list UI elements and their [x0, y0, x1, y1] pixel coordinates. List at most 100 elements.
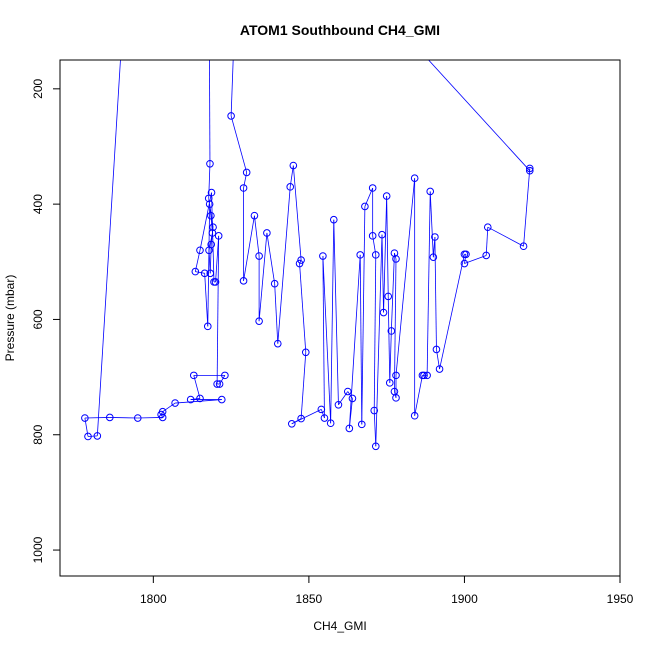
data-point: [423, 371, 431, 380]
series-segment: [426, 191, 431, 376]
series-segment: [243, 215, 255, 281]
series-segment: [394, 258, 397, 392]
x-tick-label: 1950: [607, 592, 634, 606]
y-tick-label: 600: [31, 309, 45, 329]
data-point: [289, 161, 298, 170]
data-point: [270, 279, 279, 288]
series-segment: [487, 226, 524, 247]
data-point: [368, 184, 377, 192]
series-segment: [230, 115, 248, 173]
data-point: [221, 371, 229, 380]
series-points: [81, 112, 534, 451]
data-point: [84, 432, 92, 441]
data-point: [255, 252, 263, 260]
data-point: [287, 419, 296, 428]
data-point: [301, 348, 310, 357]
data-point: [207, 240, 215, 249]
series-segment: [87, 435, 98, 437]
data-point: [319, 252, 327, 260]
series-segment: [211, 192, 215, 282]
data-point: [410, 174, 419, 182]
data-point: [420, 371, 428, 380]
data-point: [227, 112, 235, 120]
data-point: [206, 159, 214, 168]
data-point: [297, 414, 305, 423]
data-point: [105, 413, 114, 422]
series-segment: [109, 417, 138, 419]
data-point: [93, 432, 102, 440]
data-point: [371, 442, 380, 451]
series-segment: [230, 60, 234, 116]
data-point: [208, 229, 217, 237]
x-tick-label: 1850: [296, 592, 323, 606]
data-point: [385, 379, 394, 387]
series-segment: [322, 256, 325, 419]
data-point: [326, 419, 335, 428]
data-point: [379, 308, 388, 317]
series-segment: [381, 234, 384, 313]
series-segment: [373, 410, 377, 447]
series-segment: [434, 236, 437, 350]
series-segment: [386, 196, 389, 297]
data-point: [370, 406, 379, 415]
data-point: [410, 411, 419, 420]
series-segment: [359, 254, 363, 425]
data-point: [209, 223, 217, 231]
series-segment: [373, 254, 377, 411]
series-segment: [333, 219, 339, 405]
series-segment: [389, 330, 392, 383]
data-point: [186, 395, 195, 404]
series-segment: [277, 186, 291, 344]
series-segment: [361, 206, 366, 425]
data-point: [242, 168, 251, 177]
series-segment: [322, 256, 332, 424]
data-point: [320, 414, 329, 422]
data-point: [378, 230, 386, 239]
data-point: [250, 211, 259, 220]
data-point: [382, 192, 391, 200]
data-point: [356, 251, 365, 259]
series-segment: [243, 172, 248, 189]
data-point: [426, 187, 435, 196]
data-point: [432, 345, 441, 354]
series-segment: [387, 296, 391, 383]
series-segment: [258, 232, 268, 322]
series-segment: [195, 271, 205, 274]
data-point: [384, 292, 393, 301]
series-segment: [96, 60, 121, 436]
data-point: [317, 405, 326, 414]
series-segment: [485, 227, 489, 256]
data-point: [207, 188, 216, 197]
series-segment: [292, 165, 302, 261]
series-segment: [204, 273, 209, 327]
series-segment: [375, 234, 383, 447]
data-point: [217, 395, 226, 404]
series-segment: [464, 255, 487, 264]
series-segment: [299, 263, 307, 353]
data-point: [348, 394, 357, 403]
x-axis-label: CH4_GMI: [313, 619, 366, 633]
plot-frame: [59, 59, 621, 577]
series-segment: [348, 254, 361, 429]
series-segment: [429, 191, 434, 258]
series-segment: [428, 60, 531, 171]
data-point: [206, 269, 215, 278]
y-tick-label: 200: [31, 78, 45, 98]
series-segment: [254, 215, 260, 257]
data-point: [387, 327, 396, 335]
data-point: [429, 253, 438, 261]
data-point: [133, 414, 142, 422]
series-segment: [207, 204, 211, 327]
data-point: [334, 400, 343, 409]
series-segment: [414, 375, 423, 416]
data-point: [191, 267, 200, 276]
data-point: [357, 420, 366, 429]
series-segment: [439, 254, 465, 370]
chart-title: ATOM1 Southbound CH4_GMI: [240, 22, 440, 38]
data-point: [286, 183, 295, 191]
data-point: [435, 365, 444, 373]
data-point: [205, 200, 214, 208]
series-segment: [266, 232, 276, 284]
y-axis-label: Pressure (mbar): [3, 275, 17, 362]
